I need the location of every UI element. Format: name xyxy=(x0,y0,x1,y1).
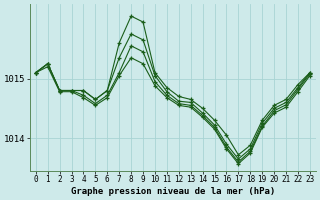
X-axis label: Graphe pression niveau de la mer (hPa): Graphe pression niveau de la mer (hPa) xyxy=(71,187,275,196)
